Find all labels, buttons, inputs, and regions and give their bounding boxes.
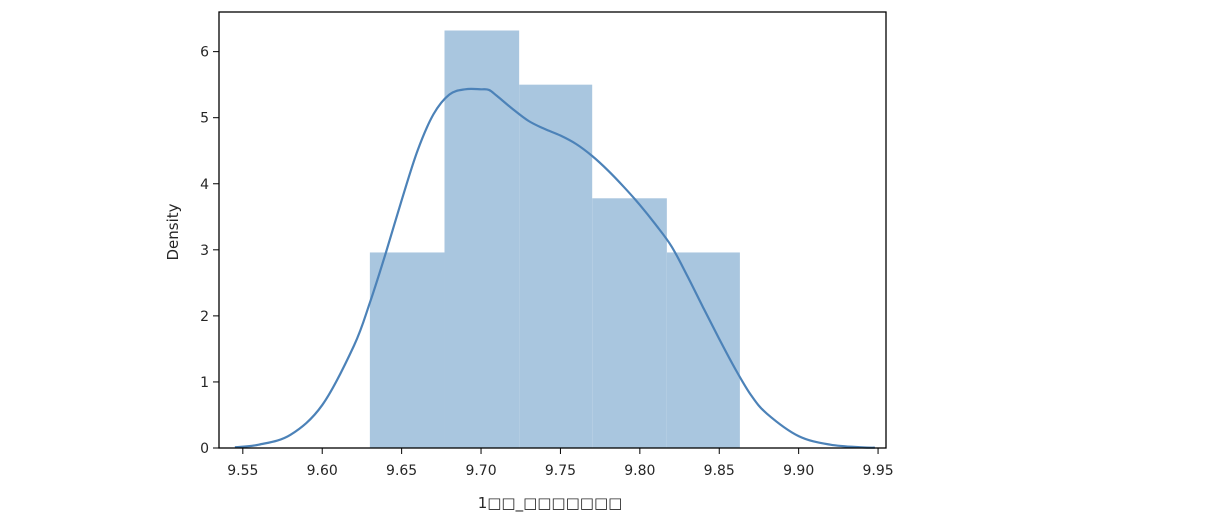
histogram-bar xyxy=(666,252,740,448)
y-tick-label: 3 xyxy=(200,243,209,259)
x-tick-label: 9.65 xyxy=(386,463,417,479)
x-tick-label: 9.60 xyxy=(307,463,338,479)
histogram-bar xyxy=(519,84,593,449)
y-tick-label: 4 xyxy=(200,177,209,193)
plot-frame xyxy=(218,11,887,449)
y-axis-label: Density xyxy=(164,203,182,260)
histogram-bar xyxy=(369,252,445,448)
histogram-bar xyxy=(592,198,667,448)
x-tick-label: 9.90 xyxy=(783,463,814,479)
y-tick-label: 0 xyxy=(200,441,209,457)
y-tick-label: 6 xyxy=(200,45,209,61)
x-tick-label: 9.55 xyxy=(227,463,258,479)
x-axis-label: 1□□_□□□□□□□ xyxy=(478,494,623,513)
y-tick-label: 5 xyxy=(200,111,209,127)
x-tick-label: 9.75 xyxy=(545,463,576,479)
x-tick-label: 9.80 xyxy=(624,463,655,479)
kde-curve xyxy=(234,87,875,449)
histogram-bar xyxy=(444,30,520,448)
y-axis-ticks: 0 1 2 3 4 5 6 xyxy=(200,45,219,457)
x-axis-ticks: 9.55 9.60 9.65 9.70 9.75 9.80 9.85 9.90 9.95 xyxy=(227,448,894,479)
y-tick-label: 1 xyxy=(200,375,209,391)
histogram-bars xyxy=(369,30,740,449)
x-tick-label: 9.95 xyxy=(862,463,893,479)
x-tick-label: 9.70 xyxy=(465,463,496,479)
x-tick-label: 9.85 xyxy=(704,463,735,479)
y-tick-label: 2 xyxy=(200,309,209,325)
